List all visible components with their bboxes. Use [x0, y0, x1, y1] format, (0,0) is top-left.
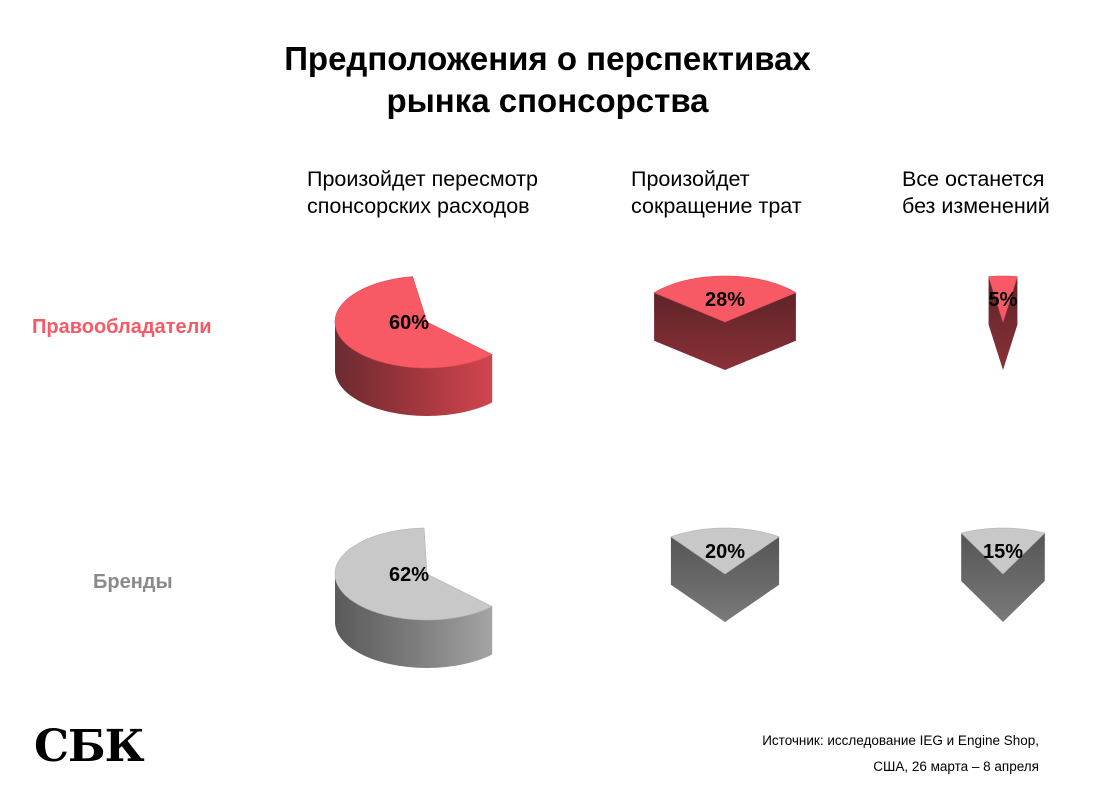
chart-title-line-2: рынка спонсорства [386, 82, 709, 119]
column-header-cut-line-1: Произойдет [631, 167, 750, 191]
column-header-cut-line-2: сокращение трат [631, 194, 802, 218]
column-header-cut: Произойдет сокращение трат [631, 166, 802, 220]
pie-wedge-top [653, 275, 797, 323]
pie-wedge-cut-face [961, 533, 1003, 622]
pie-value-label: 5% [989, 289, 1018, 311]
chart-title: Предположения о перспективах рынка спонс… [0, 38, 1095, 122]
pies-group: 60% 28% 5% 62% 20% 15% [334, 275, 1046, 668]
pie-wedge-side [335, 574, 493, 668]
pie-wedge-cut-face [1003, 276, 1018, 370]
column-header-unchanged-line-1: Все останется [902, 167, 1045, 191]
pie-value-label: 62% [389, 564, 429, 586]
pie-wedge-side [335, 322, 493, 416]
row-label-brands: Бренды [93, 571, 173, 593]
pie-wedge-cut-face [988, 276, 1003, 370]
pie-wedge: 60% [334, 276, 493, 416]
pie-wedge-top [988, 275, 1018, 323]
column-header-unchanged-line-2: без изменений [902, 194, 1050, 218]
source-note-line-2: США, 26 марта – 8 апреля [873, 759, 1039, 774]
row-label-rights-holders: Правообладатели [32, 316, 212, 338]
pie-wedge: 5% [988, 275, 1018, 370]
column-header-unchanged: Все останется без изменений [902, 166, 1050, 220]
column-header-review: Произойдет пересмотр спонсорских расходо… [307, 166, 538, 220]
pie-value-label: 15% [983, 541, 1023, 563]
pie-wedge: 15% [960, 527, 1046, 622]
source-note: Источник: исследование IEG и Engine Shop… [762, 728, 1039, 780]
chart-title-line-1: Предположения о перспективах [284, 40, 811, 77]
column-header-review-line-2: спонсорских расходов [307, 194, 530, 218]
pie-wedge-cut-face [725, 536, 780, 622]
column-header-review-line-1: Произойдет пересмотр [307, 167, 538, 191]
pie-value-label: 28% [705, 289, 745, 311]
pie-wedge: 28% [653, 275, 797, 370]
pie-wedge: 62% [334, 527, 493, 668]
pie-wedge-top [960, 527, 1046, 575]
pie-wedge-cut-face [1003, 533, 1045, 622]
pie-wedge-cut-face [654, 292, 725, 370]
pie-wedge-top [670, 527, 780, 575]
pie-wedge-top [334, 527, 493, 621]
pie-wedge-cut-face [725, 292, 796, 370]
source-note-line-1: Источник: исследование IEG и Engine Shop… [762, 733, 1039, 748]
pie-wedge-top [334, 276, 493, 369]
sbk-logo: СБК [34, 721, 145, 772]
pie-wedge-cut-face [670, 536, 725, 622]
pie-value-label: 60% [389, 312, 429, 334]
pie-wedge: 20% [670, 527, 780, 622]
pie-value-label: 20% [705, 541, 745, 563]
